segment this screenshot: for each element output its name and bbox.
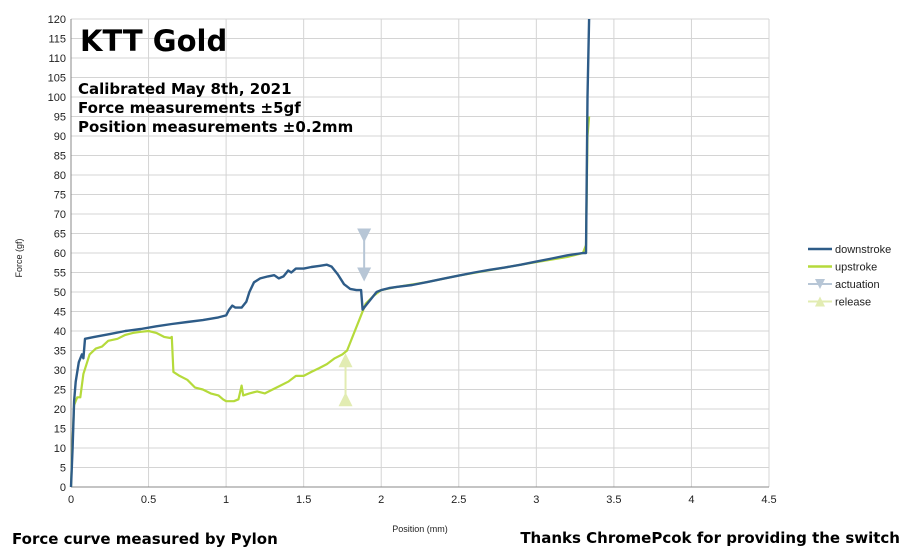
y-tick-label: 75 xyxy=(54,190,66,202)
series-layer xyxy=(69,18,591,488)
x-tick-label: 3 xyxy=(533,494,539,506)
y-tick-label: 15 xyxy=(54,424,66,436)
y-tick-label: 95 xyxy=(54,112,66,124)
x-tick-label: 2.5 xyxy=(451,494,466,506)
x-tick-label: 0 xyxy=(68,494,74,506)
y-axis-ticks: 0 5 10 15 20 25 30 35 40 45 50 55 60 65 70 75 80 85 90 95 10… xyxy=(48,14,66,494)
legend-swatch-release xyxy=(815,296,825,307)
note-calibration: Calibrated May 8th, 2021 xyxy=(78,80,292,98)
x-axis-label: Position (mm) xyxy=(392,524,448,534)
x-tick-label: 1 xyxy=(223,494,229,506)
x-tick-label: 2 xyxy=(378,494,384,506)
y-tick-label: 40 xyxy=(54,326,66,338)
note-force-accuracy: Force measurements ±5gf xyxy=(78,99,301,117)
y-tick-label: 20 xyxy=(54,404,66,416)
legend: downstroke upstroke actuation release xyxy=(808,244,891,309)
y-tick-label: 110 xyxy=(48,53,66,65)
note-position-accuracy: Position measurements ±0.2mm xyxy=(78,118,354,136)
y-axis-label: Force (gf) xyxy=(14,238,24,277)
y-tick-label: 0 xyxy=(60,482,66,494)
footer-credit-right: Thanks ChromePcok for providing the swit… xyxy=(520,529,900,547)
x-axis-ticks: 0 0.5 1 1.5 2 2.5 3 3.5 4 4.5 xyxy=(68,494,777,506)
x-tick-label: 4.5 xyxy=(761,494,776,506)
footer-credit-left: Force curve measured by Pylon xyxy=(12,530,278,548)
y-tick-label: 80 xyxy=(54,170,66,182)
chart-notes: Calibrated May 8th, 2021 Force measureme… xyxy=(78,80,353,137)
y-tick-label: 65 xyxy=(54,229,66,241)
y-tick-label: 90 xyxy=(54,131,66,143)
x-tick-label: 0.5 xyxy=(141,494,156,506)
y-tick-label: 115 xyxy=(48,34,66,46)
x-tick-label: 1.5 xyxy=(296,494,311,506)
y-tick-label: 5 xyxy=(60,463,66,475)
y-tick-label: 45 xyxy=(54,307,66,319)
y-tick-label: 35 xyxy=(54,346,66,358)
x-tick-label: 3.5 xyxy=(606,494,621,506)
y-tick-label: 120 xyxy=(48,14,66,26)
legend-label-downstroke: downstroke xyxy=(835,244,891,256)
legend-label-release: release xyxy=(835,297,871,309)
y-tick-label: 50 xyxy=(54,287,66,299)
x-tick-label: 4 xyxy=(688,494,694,506)
y-tick-label: 30 xyxy=(54,365,66,377)
actuation-marker xyxy=(357,228,372,243)
legend-label-upstroke: upstroke xyxy=(835,262,877,274)
actuation-marker xyxy=(357,267,372,282)
downstroke-line xyxy=(69,18,591,488)
legend-label-actuation: actuation xyxy=(835,279,880,291)
release-marker xyxy=(338,392,353,407)
y-tick-label: 55 xyxy=(54,268,66,280)
y-tick-label: 25 xyxy=(54,385,66,397)
release-marker xyxy=(338,353,353,368)
y-tick-label: 10 xyxy=(54,443,66,455)
y-tick-label: 100 xyxy=(48,92,66,104)
y-tick-label: 105 xyxy=(48,73,66,85)
y-tick-label: 85 xyxy=(54,151,66,163)
chart-title: KTT Gold xyxy=(80,24,228,58)
y-tick-label: 60 xyxy=(54,248,66,260)
y-tick-label: 70 xyxy=(54,209,66,221)
chart-grid xyxy=(70,18,770,488)
legend-swatch-actuation xyxy=(815,279,825,289)
